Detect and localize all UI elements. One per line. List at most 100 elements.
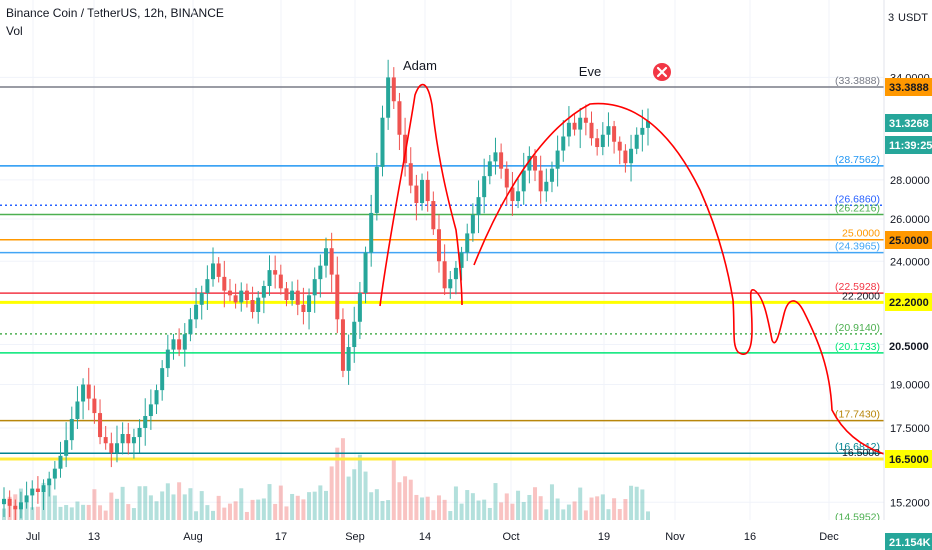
price-axis[interactable]: 3 USDT 34.000028.000026.000024.000020.50… <box>883 0 932 550</box>
candle-body <box>148 404 153 417</box>
candle-body <box>629 148 634 164</box>
candle-body <box>499 152 504 169</box>
volume-bar <box>476 500 481 520</box>
volume-bar <box>58 506 63 520</box>
volume-bar <box>629 485 634 520</box>
volume-bars <box>2 438 650 520</box>
level-label: (20.1733) <box>835 341 880 353</box>
volume-bar <box>363 471 368 520</box>
price-tag <box>885 450 932 468</box>
volume-bar <box>52 495 57 520</box>
candle-body <box>86 384 91 399</box>
volume-bar <box>284 506 289 520</box>
candle-body <box>357 292 362 322</box>
price-tag <box>885 293 932 311</box>
volume-bar <box>459 503 464 520</box>
candle-body <box>533 155 538 171</box>
x-tick-label: 19 <box>598 531 610 543</box>
volume-bar <box>239 488 244 520</box>
volume-bar <box>194 511 199 520</box>
volume-bar <box>312 491 317 520</box>
adam-curve[interactable] <box>379 83 463 307</box>
level-label: 25.0000 <box>842 228 880 240</box>
volume-bar <box>69 507 74 520</box>
volume-bar <box>425 496 430 520</box>
volume-bar <box>35 506 40 520</box>
volume-bar <box>533 487 538 520</box>
candle-body <box>374 166 379 213</box>
candle-body <box>589 122 594 139</box>
y-tick-label: 15.2000 <box>890 497 930 509</box>
eve-label[interactable]: Eve <box>579 64 601 79</box>
candle-body <box>126 434 131 444</box>
level-label: (24.3965) <box>835 241 880 253</box>
candle-body <box>549 168 554 182</box>
x-tick-label: 13 <box>88 531 100 543</box>
volume-bar <box>318 485 323 520</box>
candle-body <box>504 168 509 188</box>
candle-body <box>318 265 323 280</box>
candle-body <box>103 437 108 444</box>
candle-body <box>301 304 306 312</box>
candle-body <box>194 304 199 320</box>
volume-bar <box>233 501 238 520</box>
candle-body <box>544 181 549 192</box>
candle-body <box>131 437 136 444</box>
volume-bar <box>205 505 210 520</box>
volume-bar <box>261 498 266 520</box>
volume-bar <box>578 487 583 520</box>
volume-bar <box>408 479 413 520</box>
volume-bar <box>81 504 86 520</box>
volume-bar <box>470 493 475 520</box>
candle-body <box>211 263 216 280</box>
candle-body <box>109 443 114 453</box>
adam-label[interactable]: Adam <box>403 58 437 73</box>
candle-body <box>612 126 617 142</box>
candle-body <box>476 197 481 215</box>
volume-bar <box>346 476 351 520</box>
level-label: (26.2216) <box>835 203 880 215</box>
volume-bar <box>640 489 645 520</box>
volume-bar <box>120 486 125 520</box>
candle-body <box>493 152 498 162</box>
symbol-legend[interactable]: Binance Coin / TetherUS, 12h, BINANCE <box>6 6 224 20</box>
candle-body <box>137 427 142 438</box>
close-icon[interactable] <box>653 63 671 81</box>
volume-bar <box>103 510 108 520</box>
time-axis[interactable]: Jul 13 Aug 17 Sep 14 Oct 19 Nov 16 Dec <box>0 520 884 550</box>
candle-body <box>566 122 571 137</box>
candle-body <box>340 319 345 371</box>
volume-bar <box>154 501 159 520</box>
volume-bar <box>369 492 374 520</box>
candle-body <box>397 101 402 135</box>
candle-body <box>64 440 69 456</box>
level-label: (17.7430) <box>835 409 880 421</box>
candle-body <box>273 270 278 275</box>
volume-bar <box>600 494 605 520</box>
volume-bar <box>572 501 577 520</box>
level-label: (22.5928) <box>835 281 880 293</box>
candle-body <box>143 416 148 428</box>
candle-body <box>442 261 447 289</box>
volume-bar <box>527 494 532 520</box>
volume-legend[interactable]: Vol <box>6 24 23 38</box>
price-tag-label: 20.5000 <box>889 341 929 353</box>
candle-body <box>98 413 103 438</box>
volume-bar <box>391 459 396 520</box>
axis-top-tick: 3 <box>888 12 894 24</box>
candle-body <box>18 502 23 510</box>
volume-bar <box>30 507 35 520</box>
eve-projection-curve[interactable] <box>473 102 885 455</box>
candle-body <box>2 498 6 505</box>
level-label: (20.9140) <box>835 322 880 334</box>
drawings[interactable]: Adam Eve <box>379 58 885 455</box>
candle-body <box>244 290 249 301</box>
candle-body <box>182 334 187 350</box>
volume-bar <box>182 494 187 520</box>
volume-bar <box>448 511 453 520</box>
candle-body <box>623 150 628 164</box>
price-tag-label: 25.0000 <box>889 235 929 247</box>
volume-bar <box>295 495 300 520</box>
